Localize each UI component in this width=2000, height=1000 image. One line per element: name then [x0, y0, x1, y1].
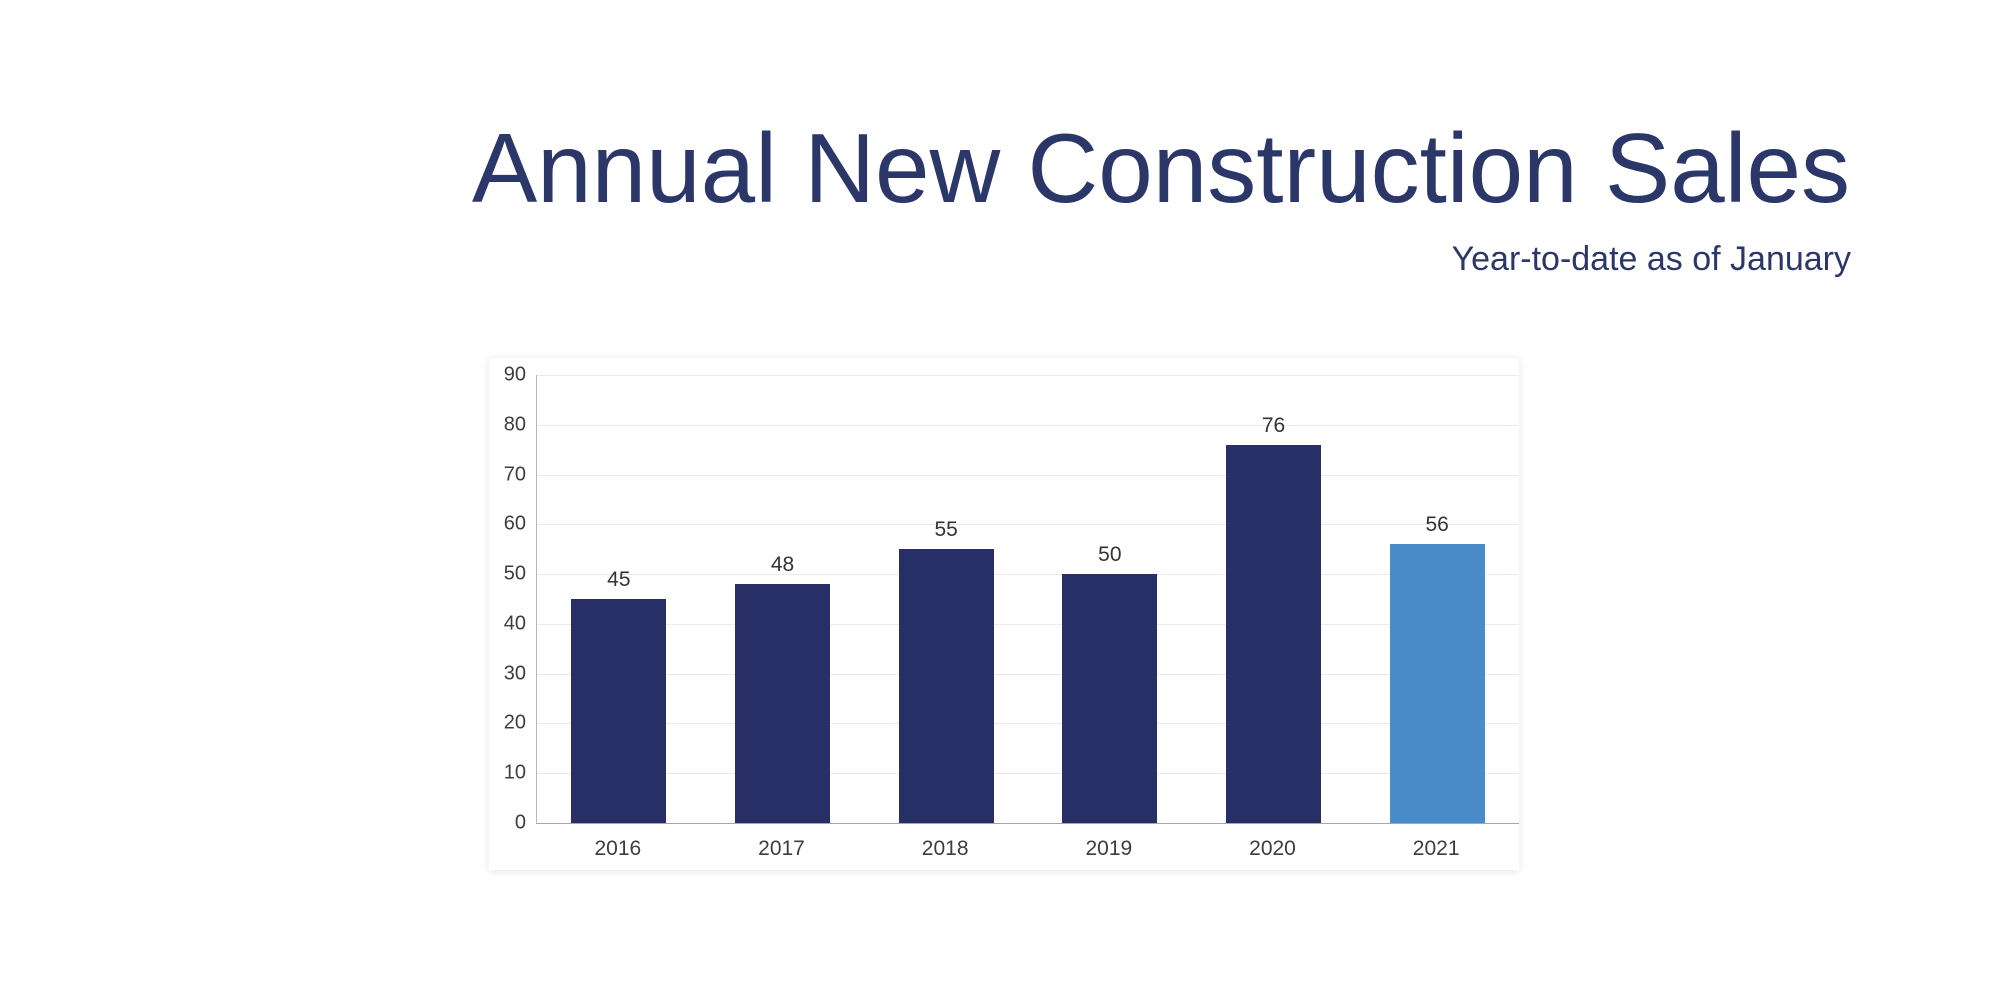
bar-2020 [1226, 444, 1321, 823]
y-tick-label: 20 [503, 711, 526, 734]
bar-value-label: 76 [1261, 413, 1286, 437]
x-tick-label: 2017 [758, 837, 805, 860]
x-tick-label: 2021 [1412, 837, 1460, 860]
y-tick-label: 80 [503, 413, 526, 436]
bar-2021 [1389, 544, 1485, 823]
y-tick-label: 40 [503, 612, 526, 635]
x-tick-label: 2020 [1249, 837, 1296, 860]
gridline [537, 524, 1519, 526]
bar-value-label: 56 [1425, 513, 1449, 537]
bar-value-label: 50 [1098, 543, 1122, 567]
bar-2017 [735, 584, 830, 823]
bar-chart-panel: 45 48 55 50 76 56 0 10 20 30 40 50 60 70 80 90 2016 201… [489, 358, 1519, 870]
plot-area: 45 48 55 50 76 56 [536, 375, 1519, 824]
gridline [537, 375, 1519, 376]
gridline [537, 574, 1519, 576]
bar-value-label: 45 [607, 568, 631, 591]
gridline [537, 474, 1519, 476]
y-tick-label: 30 [503, 662, 526, 685]
x-tick-label: 2016 [594, 837, 642, 860]
gridline [537, 773, 1519, 775]
bar-2019 [1062, 574, 1158, 823]
gridline [537, 623, 1519, 625]
x-tick-label: 2018 [921, 837, 969, 860]
x-tick-label: 2019 [1085, 837, 1133, 860]
gridline [537, 424, 1519, 426]
y-tick-label: 70 [503, 463, 526, 486]
y-tick-label: 50 [503, 562, 526, 585]
y-tick-label: 10 [503, 761, 526, 784]
page-title: Annual New Construction Sales [471, 113, 1850, 223]
page-subtitle: Year-to-date as of January [1451, 240, 1851, 278]
y-tick-label: 90 [503, 363, 526, 386]
bar-value-label: 55 [934, 518, 958, 542]
bar-2018 [898, 549, 994, 823]
bar-value-label: 48 [770, 553, 795, 577]
y-tick-label: 0 [514, 811, 526, 834]
y-tick-label: 60 [503, 512, 526, 535]
gridline [537, 723, 1519, 725]
gridline [537, 673, 1519, 675]
bar-2016 [571, 599, 667, 823]
